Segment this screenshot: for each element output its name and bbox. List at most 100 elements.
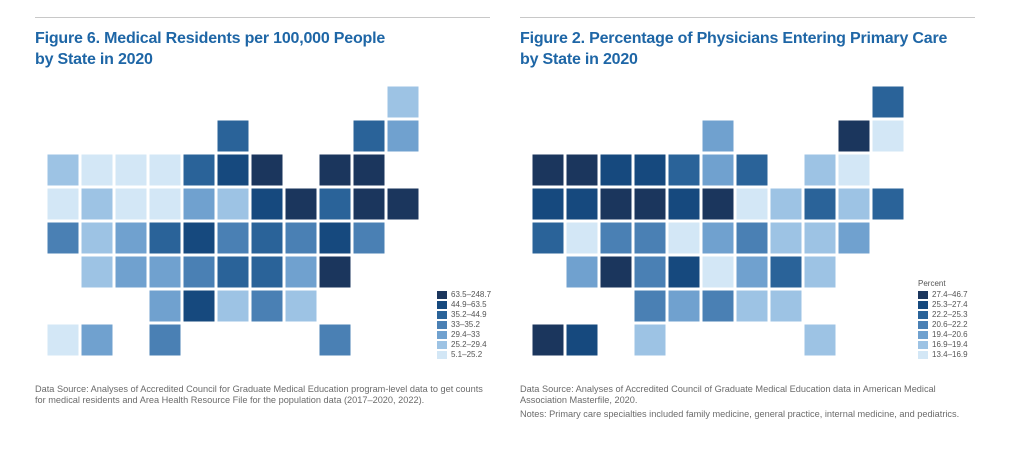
state-ia [667, 187, 701, 221]
legend-item: 33–35.2 [437, 320, 491, 330]
state-ct [352, 187, 386, 221]
figure-title: Figure 6. Medical Residents per 100,000 … [35, 28, 505, 70]
legend-item: 44.9–63.5 [437, 300, 491, 310]
state-in [701, 187, 735, 221]
state-nd [148, 153, 182, 187]
state-oh [735, 187, 769, 221]
legend-label: 19.4–20.6 [932, 330, 968, 339]
title-line-2: by State in 2020 [35, 51, 153, 68]
state-ms [701, 289, 735, 323]
legend-swatch [437, 341, 447, 349]
state-ct [837, 187, 871, 221]
state-de [837, 221, 871, 255]
state-co [599, 221, 633, 255]
legend-label: 16.9–19.4 [932, 340, 968, 349]
state-vt [837, 119, 871, 153]
state-ma [352, 153, 386, 187]
state-az [80, 255, 114, 289]
state-sd [633, 187, 667, 221]
legend-item: 27.4–46.7 [918, 290, 968, 300]
legend-swatch [437, 351, 447, 359]
state-ga [769, 289, 803, 323]
state-fl [318, 323, 352, 357]
legend-swatch [918, 311, 928, 319]
legend-label: 29.4–33 [451, 330, 480, 339]
state-mn [182, 153, 216, 187]
legend-swatch [437, 291, 447, 299]
title-line-2: by State in 2020 [520, 51, 638, 68]
state-md [318, 221, 352, 255]
state-ok [633, 289, 667, 323]
state-nh [386, 119, 420, 153]
legend-item: 35.2–44.9 [437, 310, 491, 320]
state-ks [633, 255, 667, 289]
state-md [803, 221, 837, 255]
state-ut [565, 221, 599, 255]
state-ga [284, 289, 318, 323]
state-ca [531, 221, 565, 255]
state-ny [318, 153, 352, 187]
state-mo [667, 221, 701, 255]
legend-label: 13.4–16.9 [932, 350, 968, 359]
state-pa [769, 187, 803, 221]
state-hi [565, 323, 599, 357]
state-or [46, 187, 80, 221]
legend-swatch [918, 351, 928, 359]
legend-label: 5.1–25.2 [451, 350, 483, 359]
state-wy [599, 187, 633, 221]
state-me [871, 85, 905, 119]
legend-swatch [918, 301, 928, 309]
state-ks [148, 255, 182, 289]
state-tn [216, 255, 250, 289]
state-id [565, 153, 599, 187]
state-sd [148, 187, 182, 221]
state-de [352, 221, 386, 255]
state-id [80, 153, 114, 187]
state-la [182, 289, 216, 323]
state-la [667, 289, 701, 323]
state-nj [803, 187, 837, 221]
legend-swatch [918, 341, 928, 349]
state-va [284, 221, 318, 255]
state-ok [148, 289, 182, 323]
map-area: Percent 27.4–46.7 25.3–27.4 22.2–25.3 20.6–2… [520, 84, 990, 376]
choropleth-map [46, 85, 420, 357]
state-nj [318, 187, 352, 221]
state-al [250, 289, 284, 323]
state-nc [735, 255, 769, 289]
state-mo [182, 221, 216, 255]
legend-title: Percent [918, 279, 946, 288]
legend-label: 25.3–27.4 [932, 300, 968, 309]
state-az [565, 255, 599, 289]
state-ms [216, 289, 250, 323]
data-source-text: Data Source: Analyses of Accredited Coun… [520, 384, 936, 405]
divider [35, 17, 490, 18]
state-ne [633, 221, 667, 255]
state-ut [80, 221, 114, 255]
state-dc [803, 255, 837, 289]
state-wi [701, 119, 735, 153]
state-wa [46, 153, 80, 187]
state-or [531, 187, 565, 221]
state-tx [633, 323, 667, 357]
legend-item: 5.1–25.2 [437, 350, 491, 360]
state-mt [114, 153, 148, 187]
state-me [386, 85, 420, 119]
state-ar [667, 255, 701, 289]
divider [520, 17, 975, 18]
state-al [735, 289, 769, 323]
legend-label: 63.5–248.7 [451, 290, 492, 299]
legend-swatch [437, 331, 447, 339]
legend-label: 35.2–44.9 [451, 310, 487, 319]
state-il [216, 153, 250, 187]
state-wa [531, 153, 565, 187]
legend-label: 27.4–46.7 [932, 290, 968, 299]
state-nv [565, 187, 599, 221]
map-legend: Percent 27.4–46.7 25.3–27.4 22.2–25.3 20.6–2… [918, 279, 968, 360]
state-tx [148, 323, 182, 357]
state-wv [735, 221, 769, 255]
state-il [701, 153, 735, 187]
state-ca [46, 221, 80, 255]
state-wv [250, 221, 284, 255]
